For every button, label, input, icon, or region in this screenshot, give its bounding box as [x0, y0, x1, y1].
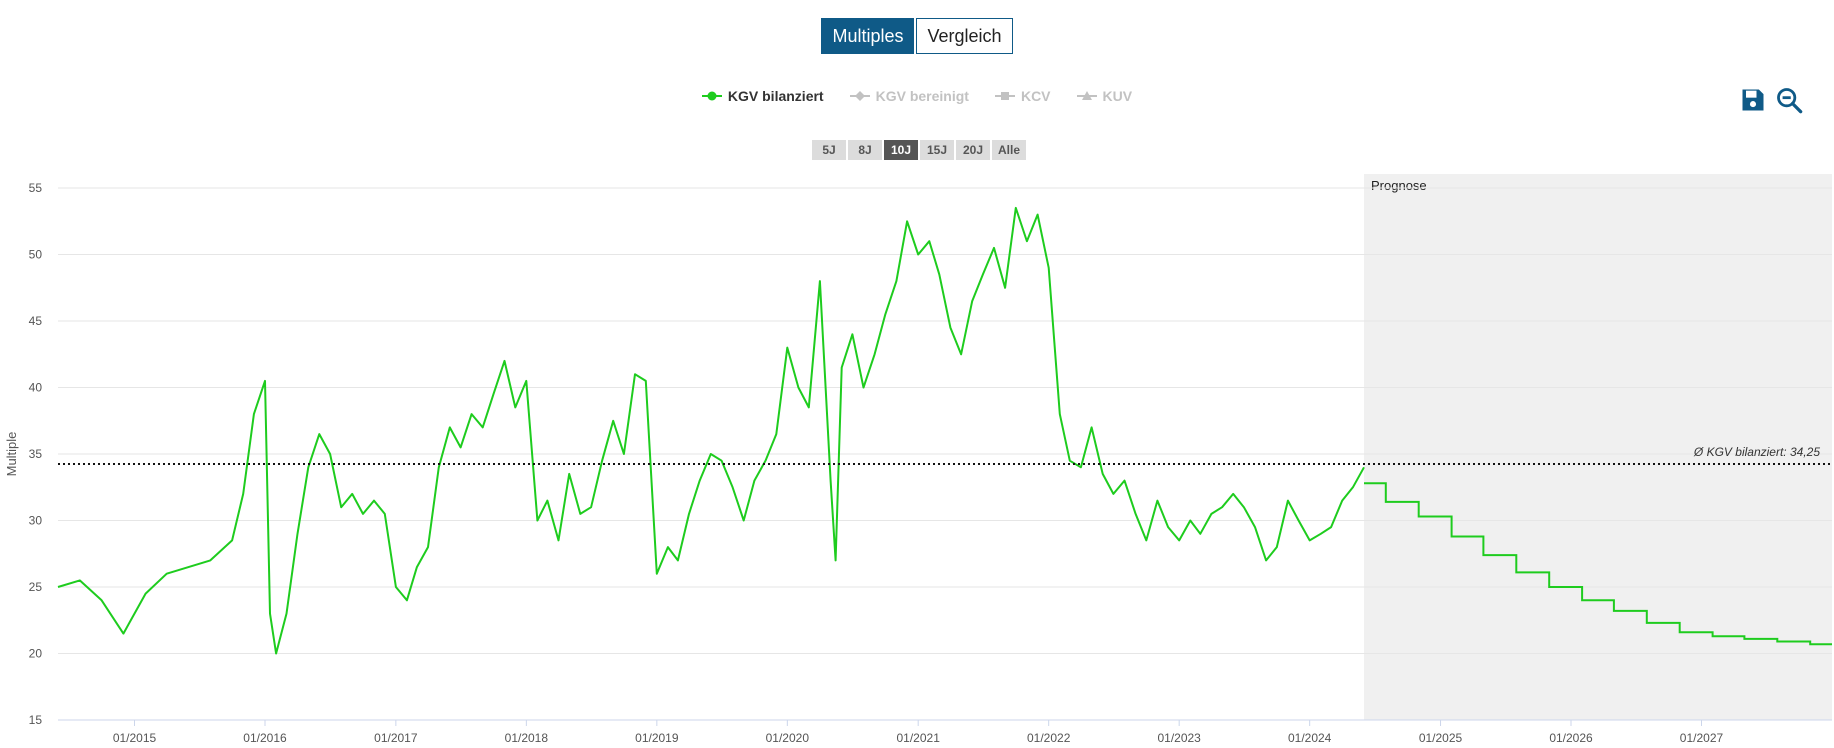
range-selector: 5J 8J 10J 15J 20J Alle — [2, 140, 1834, 160]
view-tabs: Multiples Vergleich — [0, 18, 1834, 54]
x-tick-label: 01/2015 — [113, 731, 157, 745]
legend-label: KGV bilanziert — [727, 88, 824, 104]
average-label: Ø KGV bilanziert: 34,25 — [1693, 445, 1820, 459]
multiples-chart: Prognose 15 20 25 30 35 40 45 50 55 Multiple 01/201… — [4, 174, 1832, 745]
y-axis-label: Multiple — [4, 432, 19, 477]
x-tick-label: 01/2017 — [374, 731, 418, 745]
legend-label: KUV — [1102, 88, 1133, 104]
y-tick-label: 35 — [29, 447, 43, 461]
range-button-20j[interactable]: 20J — [956, 140, 990, 160]
range-button-8j[interactable]: 8J — [848, 140, 882, 160]
range-button-5j[interactable]: 5J — [812, 140, 846, 160]
x-tick-label: 01/2021 — [896, 731, 940, 745]
x-tick-label: 01/2026 — [1549, 731, 1593, 745]
legend-item-kgv-bilanziert[interactable]: KGV bilanziert — [701, 88, 824, 104]
x-tick-label: 01/2022 — [1027, 731, 1071, 745]
square-marker-icon — [994, 92, 1015, 100]
circle-marker-icon — [701, 91, 722, 101]
legend-label: KCV — [1020, 88, 1051, 104]
tab-multiples[interactable]: Multiples — [821, 18, 915, 54]
y-tick-label: 50 — [29, 248, 43, 262]
y-tick-label: 20 — [29, 647, 43, 661]
triangle-marker-icon — [1076, 91, 1097, 100]
legend-label: KGV bereinigt — [875, 88, 969, 104]
x-tick-label: 01/2019 — [635, 731, 679, 745]
diamond-marker-icon — [849, 91, 870, 101]
forecast-band — [1364, 174, 1832, 720]
tab-vergleich[interactable]: Vergleich — [916, 18, 1013, 54]
chart-legend: KGV bilanziert KGV bereinigt KCV KUV — [0, 88, 1834, 104]
y-tick-label: 25 — [29, 580, 43, 594]
chart-toolbar — [1739, 86, 1803, 114]
x-tick-label: 01/2023 — [1157, 731, 1201, 745]
x-tick-label: 01/2020 — [766, 731, 810, 745]
legend-item-kgv-bereinigt[interactable]: KGV bereinigt — [849, 88, 969, 104]
forecast-label: Prognose — [1371, 178, 1427, 193]
series-line-kgv-bilanziert — [57, 206, 1365, 655]
x-tick-label: 01/2027 — [1680, 731, 1724, 745]
range-button-10j[interactable]: 10J — [884, 140, 918, 160]
zoom-out-icon[interactable] — [1775, 86, 1803, 114]
floppy-disk-icon[interactable] — [1739, 86, 1767, 114]
legend-item-kuv[interactable]: KUV — [1076, 88, 1133, 104]
range-button-15j[interactable]: 15J — [920, 140, 954, 160]
forecast-step-line — [1364, 482, 1832, 646]
y-tick-label: 40 — [29, 381, 43, 395]
x-tick-label: 01/2024 — [1288, 731, 1332, 745]
x-tick-label: 01/2016 — [243, 731, 287, 745]
y-tick-label: 30 — [29, 514, 43, 528]
y-tick-label: 55 — [29, 181, 43, 195]
legend-item-kcv[interactable]: KCV — [994, 88, 1051, 104]
x-tick-label: 01/2018 — [505, 731, 549, 745]
range-button-alle[interactable]: Alle — [992, 140, 1026, 160]
y-tick-label: 45 — [29, 314, 43, 328]
y-tick-label: 15 — [29, 713, 43, 727]
x-tick-label: 01/2025 — [1419, 731, 1463, 745]
